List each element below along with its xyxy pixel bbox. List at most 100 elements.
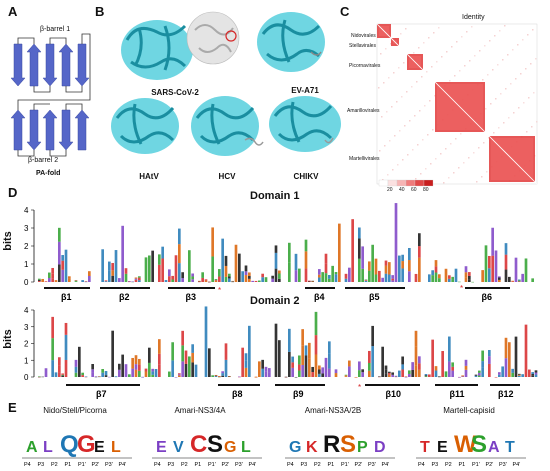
- logo-letter-stack: [408, 247, 411, 261]
- logo-letter-stack: [361, 372, 364, 377]
- logo-letter-stack: [191, 362, 194, 377]
- logo-letter-stack: [104, 371, 108, 376]
- logo-letter-stack: [334, 272, 338, 275]
- logo-letter-stack: [391, 374, 394, 377]
- logo-letter-stack: [498, 372, 501, 375]
- logo-letter-stack: [261, 368, 264, 377]
- logo-letter-stack: [464, 369, 468, 377]
- logo-letter-stack: [298, 370, 301, 377]
- logo-letter-stack: [61, 269, 64, 282]
- strand-arrow: [26, 109, 42, 151]
- panel-b: B SAR: [95, 0, 355, 185]
- logo-letter-stack: [171, 360, 174, 377]
- logo-letter-stack: [518, 373, 521, 375]
- logo-letter-stack: [508, 276, 511, 282]
- logo-letter-stack: [344, 375, 348, 377]
- logo-letter-stack: [348, 267, 351, 282]
- logo-letter-stack: [214, 376, 218, 377]
- logo-letter-stack: [361, 369, 364, 373]
- position-label: P4': [382, 462, 390, 468]
- logo-letter-stack: [401, 369, 404, 377]
- logo-letter-stack: [318, 269, 321, 275]
- heatmap-title: Identity: [462, 14, 485, 21]
- logo-letter-stack: [521, 374, 524, 377]
- logo-letter-stack: [504, 358, 508, 377]
- logo-letter-stack: [38, 279, 41, 282]
- cleavage-logo-letter: L: [43, 439, 53, 456]
- logo-letter-stack: [374, 274, 378, 282]
- logo-letter-stack: [231, 281, 234, 283]
- logo-letter-stack: [178, 263, 181, 282]
- logo-letter-stack: [321, 367, 324, 374]
- logo-letter-stack: [214, 374, 218, 376]
- logo-letter-stack: [438, 376, 441, 378]
- position-label: P1: [459, 462, 466, 468]
- logo-letter-stack: [418, 369, 421, 377]
- logo-letter-stack: [208, 281, 211, 283]
- logo-letter-stack: [308, 280, 311, 282]
- logo-letter-stack: [244, 271, 248, 276]
- logo-letter-stack: [334, 277, 338, 282]
- position-label: P3: [432, 462, 439, 468]
- domain2-title: Domain 2: [250, 295, 300, 307]
- pa-fold-topology: [10, 33, 91, 157]
- logo-letter-stack: [438, 274, 441, 279]
- logo-letter-stack: [51, 338, 54, 361]
- cleavage-logo-letter: V: [173, 439, 184, 456]
- logo-letter-stack: [304, 239, 308, 252]
- logo-letter-stack: [44, 281, 48, 282]
- logo-letter-stack: [91, 369, 94, 373]
- logo-letter-stack: [68, 276, 71, 279]
- logo-letter-stack: [158, 353, 161, 365]
- logo-letter-stack: [288, 262, 291, 282]
- logo-letter-stack: [58, 365, 61, 373]
- logo-letter-stack: [211, 227, 214, 257]
- logo-letter-stack: [504, 269, 508, 282]
- logo-letter-stack: [288, 328, 291, 352]
- logo-letter-stack: [258, 280, 261, 282]
- logo-letter-stack: [418, 233, 421, 247]
- logo-letter-stack: [471, 281, 474, 283]
- logo-letter-stack: [161, 246, 164, 259]
- logo-letter-stack: [258, 361, 261, 377]
- logo-letter-stack: [488, 255, 491, 269]
- logo-letter-stack: [261, 277, 264, 282]
- logo-letter-stack: [384, 369, 388, 374]
- logo-letter-stack: [158, 364, 161, 377]
- logo-letter-stack: [404, 376, 408, 378]
- strand-arrow: [42, 109, 58, 151]
- logo-letter-stack: [78, 346, 81, 377]
- position-label: P1: [328, 462, 335, 468]
- logo-letter-stack: [211, 375, 214, 377]
- y-tick-label: 1: [24, 356, 29, 365]
- logo-letter-stack: [441, 351, 444, 377]
- logo-letter-stack: [384, 373, 388, 377]
- logo-letter-stack: [94, 376, 98, 378]
- logo-letter-stack: [358, 361, 361, 371]
- position-label: P4: [24, 462, 31, 468]
- logo-letter-stack: [108, 261, 111, 271]
- cleavage-logo-letter: G: [77, 431, 96, 458]
- logo-letter-stack: [204, 280, 208, 282]
- logo-letter-stack: [401, 364, 404, 370]
- position-label: P4': [119, 462, 127, 468]
- logo-letter-stack: [378, 270, 381, 282]
- logo-letter-stack: [391, 278, 394, 281]
- logo-letter-stack: [151, 368, 154, 372]
- position-label: P1': [78, 462, 86, 468]
- logo-letter-stack: [371, 325, 374, 347]
- logo-letter-stack: [41, 278, 44, 282]
- logo-letter-stack: [221, 373, 224, 376]
- logo-letter-stack: [368, 270, 371, 282]
- logo-letter-stack: [414, 365, 418, 377]
- strand-arrow: [10, 43, 26, 87]
- catalytic-marker: *: [358, 383, 361, 392]
- logo-letter-stack: [181, 361, 184, 377]
- logo-letter-stack: [451, 366, 454, 371]
- logo-letter-stack: [391, 280, 394, 282]
- logo-letter-stack: [438, 278, 441, 282]
- cleavage-logo-letter: G: [224, 439, 236, 456]
- position-label: P2': [355, 462, 363, 468]
- logo-letter-stack: [51, 267, 54, 274]
- logo-letter-stack: [181, 272, 184, 279]
